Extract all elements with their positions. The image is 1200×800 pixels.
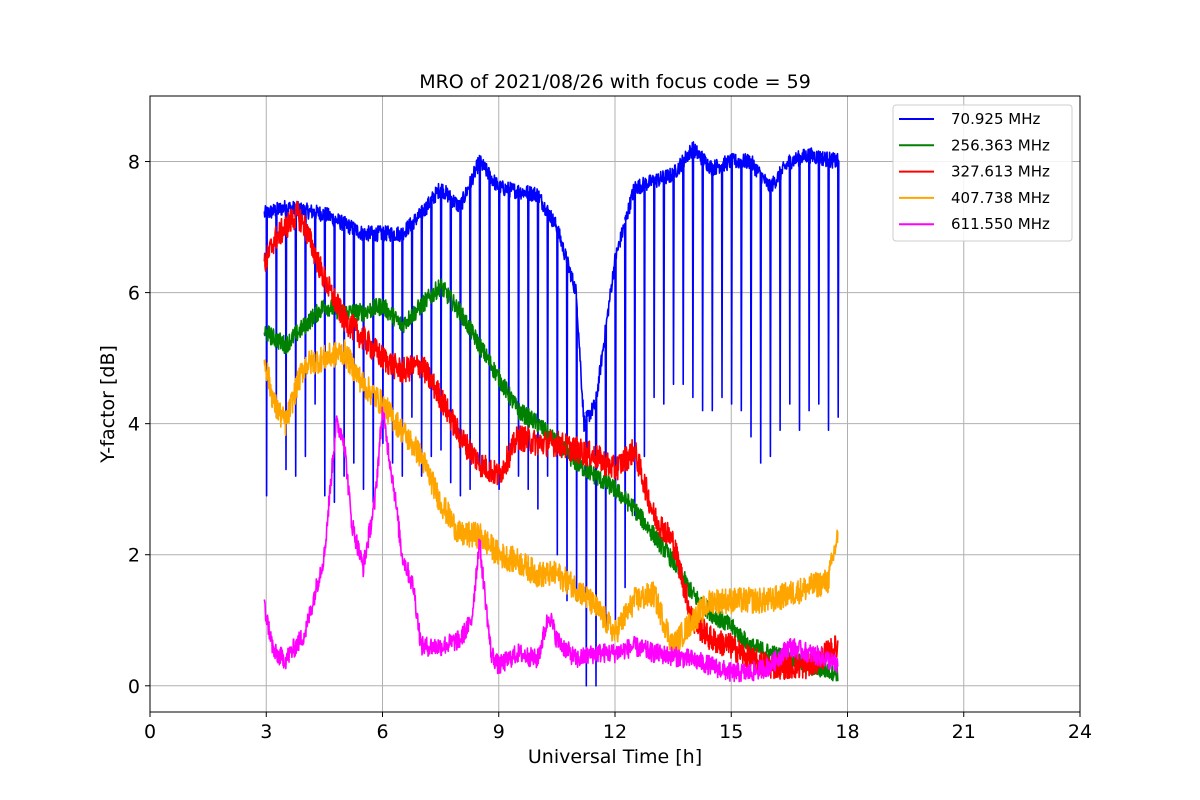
y-tick-label: 6 xyxy=(128,283,140,305)
legend-entry-label: 327.613 MHz xyxy=(951,163,1050,181)
x-tick-label: 3 xyxy=(260,721,272,743)
series-line-5 xyxy=(263,406,839,683)
legend-box xyxy=(892,104,1073,242)
legend: 70.925 MHz 256.363 MHz 327.613 MHz 407.738 … xyxy=(892,104,1073,242)
plot-series xyxy=(263,141,840,687)
legend-entry-label: 407.738 MHz xyxy=(951,189,1050,207)
x-tick-label: 0 xyxy=(144,721,156,743)
x-tick-label: 9 xyxy=(493,721,505,743)
x-axis-label: Universal Time [h] xyxy=(528,746,702,768)
series-line-4 xyxy=(263,339,839,658)
x-tick-label: 21 xyxy=(952,721,976,743)
y-tick-label: 2 xyxy=(128,545,140,567)
series-line-1 xyxy=(263,141,840,687)
legend-entry-label: 611.550 MHz xyxy=(951,215,1050,233)
y-axis-label: Y-factor [dB] xyxy=(97,345,119,464)
series-line-3 xyxy=(263,200,839,680)
x-tick-label: 12 xyxy=(603,721,627,743)
x-tick-label: 24 xyxy=(1068,721,1092,743)
x-tick-label: 18 xyxy=(835,721,859,743)
y-tick-label: 8 xyxy=(128,152,140,174)
legend-entry-label: 256.363 MHz xyxy=(951,136,1050,154)
x-tick-label: 6 xyxy=(376,721,388,743)
legend-entry-label: 70.925 MHz xyxy=(951,110,1040,128)
y-tick-label: 0 xyxy=(128,676,140,698)
x-tick-label: 15 xyxy=(719,721,743,743)
y-tick-label: 4 xyxy=(128,414,140,436)
chart-title: MRO of 2021/08/26 with focus code = 59 xyxy=(419,71,811,93)
